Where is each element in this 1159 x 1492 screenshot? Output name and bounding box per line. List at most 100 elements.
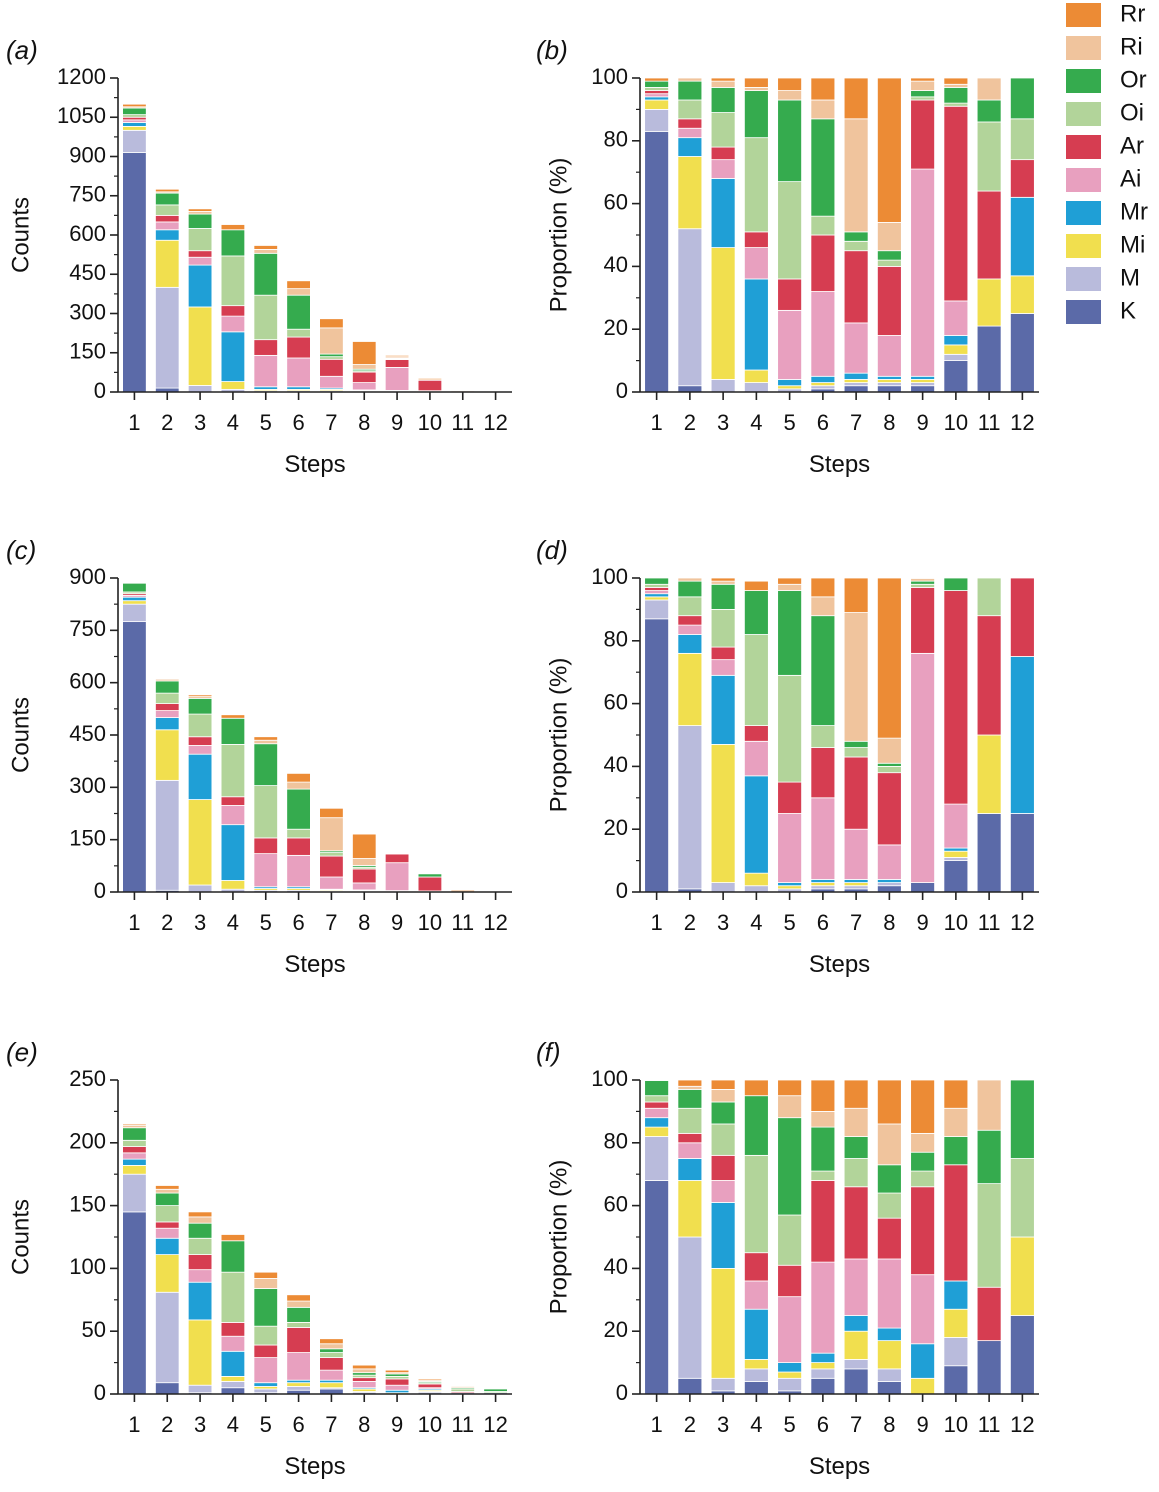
bar-segment-ri-step-10 xyxy=(943,1107,969,1137)
bar-segment-oi-step-9 xyxy=(910,583,935,588)
bar-segment-k-step-1 xyxy=(122,1211,147,1395)
bar-segment-oi-step-8 xyxy=(877,766,902,774)
bar-segment-ai-step-6 xyxy=(810,797,836,880)
x-axis-label: Steps xyxy=(809,951,870,978)
bar-segment-or-step-10 xyxy=(943,87,969,104)
bar-segment-oi-step-11 xyxy=(976,577,1002,617)
legend-label: Ri xyxy=(1120,33,1143,60)
bar-segment-mr-step-10 xyxy=(943,1280,969,1310)
y-tick-label: 750 xyxy=(69,182,106,207)
bar-segment-rr-step-3 xyxy=(187,1211,213,1218)
x-tick-label: 9 xyxy=(917,910,929,935)
bar-segment-rr-step-7 xyxy=(843,1079,869,1109)
bar-segment-m-step-7 xyxy=(843,885,869,890)
x-tick-label: 8 xyxy=(883,1412,895,1437)
bar-segment-ai-step-8 xyxy=(877,844,902,880)
legend-swatch xyxy=(1066,3,1101,27)
bar-segment-mi-step-2 xyxy=(155,239,180,288)
bar-segment-ar-step-2 xyxy=(155,214,180,223)
bar-segment-or-step-9 xyxy=(910,1151,935,1172)
bar-segment-mi-step-1 xyxy=(644,99,669,110)
bar-segment-mi-step-5 xyxy=(777,385,802,390)
bar-segment-or-step-5 xyxy=(253,252,278,296)
bar-segment-rr-step-9 xyxy=(910,577,935,579)
bar-segment-rr-step-6 xyxy=(286,280,311,290)
bar-segment-m-step-10 xyxy=(943,857,969,862)
bar-segment-m-step-8 xyxy=(877,882,902,887)
bar-segment-ar-step-7 xyxy=(319,358,344,377)
bar-segment-or-step-6 xyxy=(286,1306,311,1323)
bar-segment-mr-step-3 xyxy=(187,753,213,800)
x-axis-label: Steps xyxy=(809,1453,870,1480)
bar-segment-mr-step-8 xyxy=(877,879,902,883)
bar-segment-ar-step-9 xyxy=(910,1186,935,1276)
x-tick-label: 4 xyxy=(750,910,762,935)
bar-segment-mi-step-3 xyxy=(710,1268,736,1379)
bar-segment-or-step-10 xyxy=(943,1136,969,1166)
bar-segment-mr-step-8 xyxy=(877,1327,902,1342)
bar-segment-ar-step-10 xyxy=(943,590,969,805)
bar-segment-ri-step-9 xyxy=(910,1132,935,1153)
bar-segment-ai-step-5 xyxy=(777,309,802,380)
y-tick-label: 20 xyxy=(604,1317,628,1342)
y-tick-label: 80 xyxy=(604,627,628,652)
bar-segment-oi-step-3 xyxy=(710,609,736,648)
bar-segment-or-step-6 xyxy=(810,1126,836,1172)
y-tick-label: 60 xyxy=(604,1191,628,1216)
bar-segment-mr-step-5 xyxy=(777,379,802,387)
bar-segment-mi-step-6 xyxy=(286,1382,311,1387)
bar-segment-ai-step-4 xyxy=(744,740,769,777)
bar-segment-rr-step-4 xyxy=(744,1079,769,1097)
bar-segment-ai-step-2 xyxy=(677,1142,703,1159)
bar-segment-ai-step-3 xyxy=(710,659,736,676)
bar-segment-or-step-1 xyxy=(122,1127,147,1141)
bar-segment-rr-step-9 xyxy=(384,354,410,358)
bar-segment-oi-step-6 xyxy=(286,828,311,839)
legend-item-or: Or xyxy=(1066,66,1147,93)
y-tick-label: 450 xyxy=(69,260,106,285)
bar-segment-rr-step-8 xyxy=(352,833,377,859)
x-tick-label: 1 xyxy=(651,1412,663,1437)
bar-segment-rr-step-4 xyxy=(744,580,769,591)
bar-segment-ai-step-3 xyxy=(710,159,736,179)
x-tick-label: 1 xyxy=(128,410,140,435)
bar-segment-mr-step-4 xyxy=(220,331,246,382)
bar-segment-m-step-1 xyxy=(644,109,669,132)
bar-segment-ar-step-1 xyxy=(644,587,669,591)
bar-segment-ar-step-10 xyxy=(417,1383,443,1389)
x-tick-label: 5 xyxy=(260,910,272,935)
x-tick-label: 1 xyxy=(128,910,140,935)
bar-segment-mr-step-10 xyxy=(943,335,969,346)
bar-segment-rr-step-6 xyxy=(286,1294,311,1302)
y-tick-label: 600 xyxy=(69,221,106,246)
bar-segment-oi-step-7 xyxy=(319,1352,344,1358)
bar-segment-or-step-8 xyxy=(877,250,902,261)
bar-segment-m-step-9 xyxy=(910,382,935,387)
bar-segment-ar-step-9 xyxy=(384,1378,410,1386)
y-tick-label: 0 xyxy=(616,878,628,903)
legend-item-m: M xyxy=(1066,264,1140,291)
bar-segment-ar-step-9 xyxy=(384,359,410,368)
legend-item-ai: Ai xyxy=(1066,165,1141,192)
bar-segment-ar-step-3 xyxy=(710,646,736,661)
bar-segment-oi-step-4 xyxy=(744,137,769,233)
bar-segment-ai-step-9 xyxy=(910,168,935,377)
bar-segment-ai-step-3 xyxy=(710,1180,736,1203)
bar-segment-rr-step-5 xyxy=(777,1079,802,1097)
x-tick-label: 7 xyxy=(850,410,862,435)
bar-segment-ai-step-4 xyxy=(220,805,246,826)
bar-segment-or-step-1 xyxy=(644,577,669,585)
bar-segment-ri-step-6 xyxy=(286,1300,311,1308)
panel-label: (d) xyxy=(536,535,568,565)
bar-segment-mi-step-6 xyxy=(810,882,836,887)
bar-segment-ai-step-6 xyxy=(286,357,311,388)
bar-segment-ar-step-8 xyxy=(877,1217,902,1260)
bar-segment-or-step-8 xyxy=(877,1164,902,1194)
bar-segment-rr-step-2 xyxy=(677,1079,703,1087)
bar-segment-or-step-5 xyxy=(777,1117,802,1216)
bar-segment-oi-step-12 xyxy=(1010,118,1035,161)
bar-segment-or-step-3 xyxy=(187,213,213,229)
bar-segment-or-step-1 xyxy=(122,107,147,116)
x-tick-label: 8 xyxy=(358,1412,370,1437)
